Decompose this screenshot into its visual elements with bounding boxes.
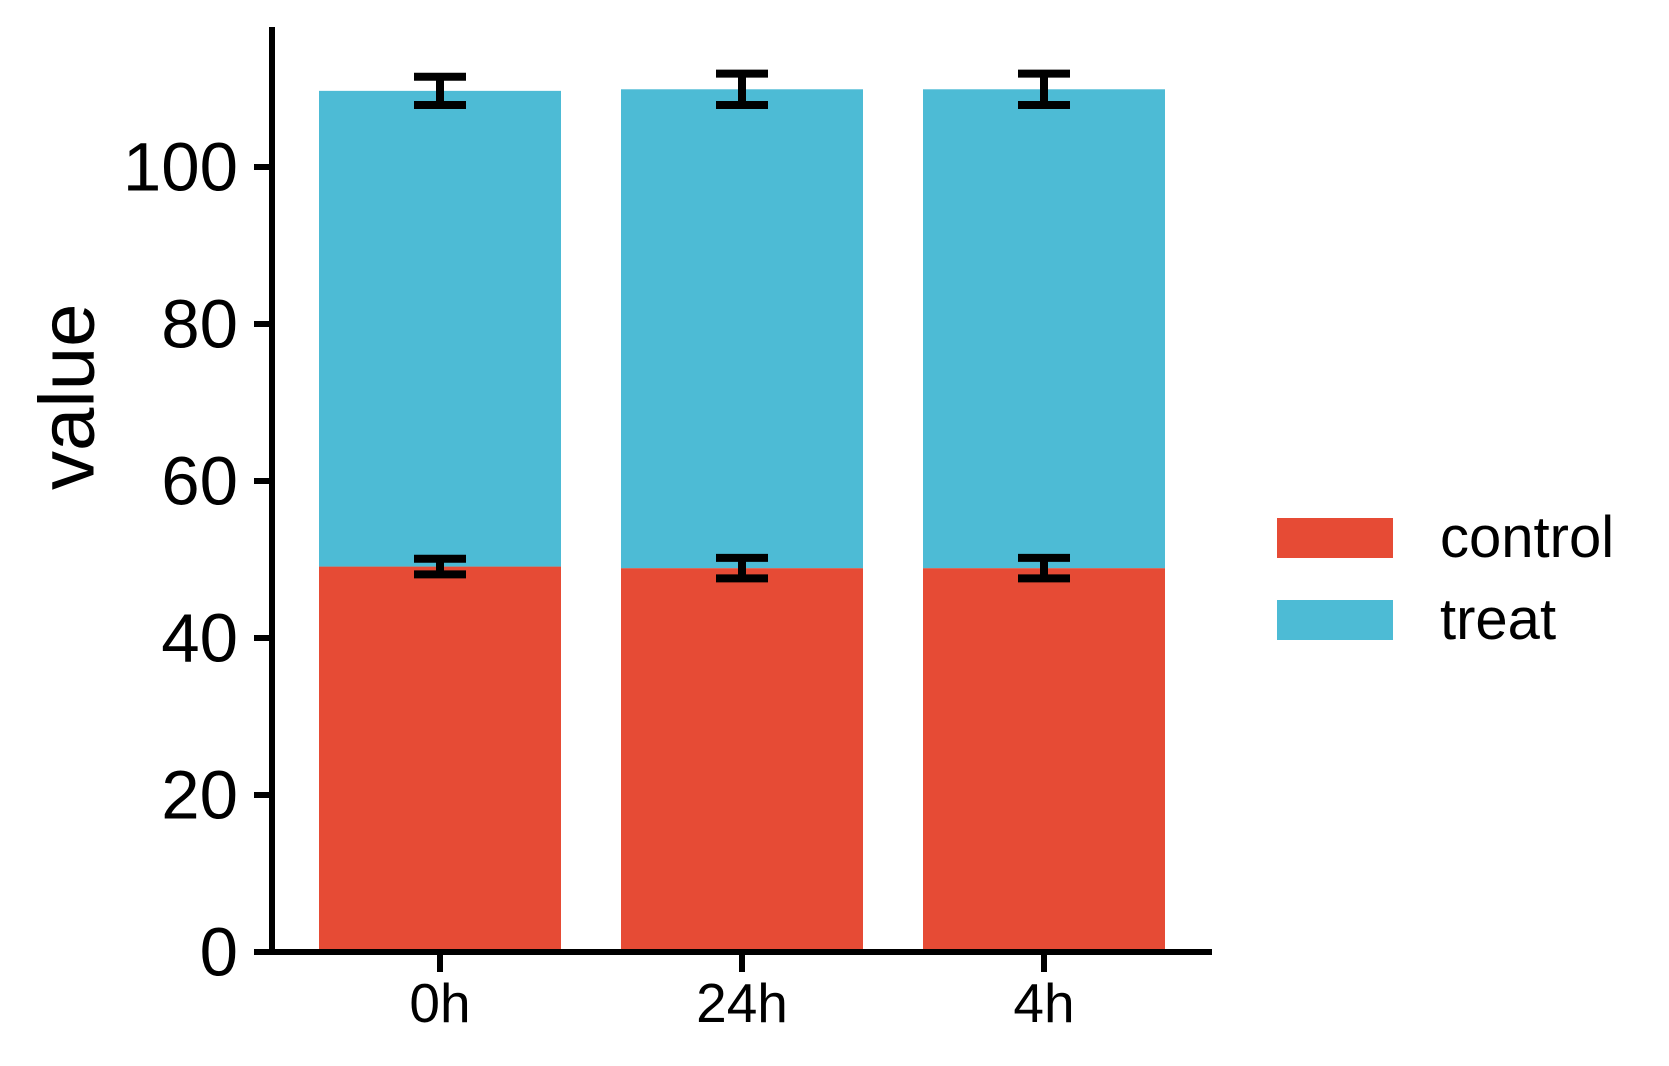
x-tick-label-24h: 24h (696, 972, 788, 1034)
control-swatch (1277, 518, 1393, 558)
x-tick-label-0h: 0h (409, 972, 470, 1034)
y-tick-label-60: 60 (161, 443, 238, 520)
bar-segment-control-24h (621, 568, 863, 952)
legend-item-control: control (1277, 509, 1614, 567)
y-tick-label-20: 20 (161, 757, 238, 834)
bar-segment-control-0h (319, 566, 561, 952)
legend-item-treat: treat (1277, 591, 1614, 649)
x-tick-label-4h: 4h (1013, 972, 1074, 1034)
bar-segment-treat-0h (319, 90, 561, 567)
y-tick-label-40: 40 (161, 600, 238, 677)
legend-label-treat: treat (1440, 587, 1557, 652)
y-tick-label-80: 80 (161, 286, 238, 363)
legend: control treat (1277, 509, 1614, 649)
treat-swatch (1277, 600, 1393, 640)
bar-segment-control-4h (923, 568, 1165, 952)
bar-segment-treat-4h (923, 89, 1165, 569)
legend-label-control: control (1440, 505, 1615, 570)
y-tick-label-0: 0 (200, 914, 238, 991)
bar-segment-treat-24h (621, 89, 863, 569)
y-tick-label-100: 100 (123, 129, 238, 206)
